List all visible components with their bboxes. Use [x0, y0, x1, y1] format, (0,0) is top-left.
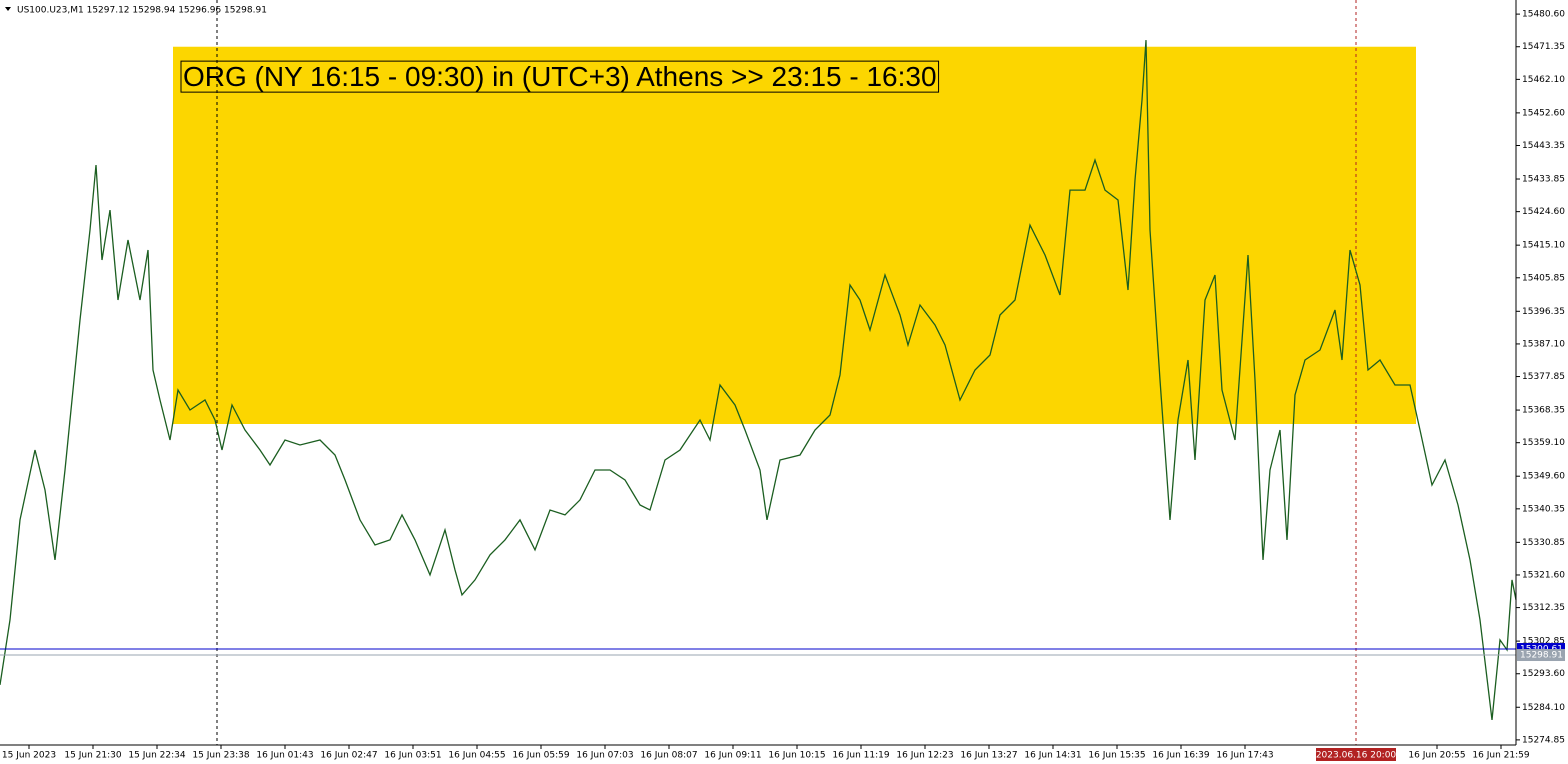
chart-title: US100.U23,M1 15297.12 15298.94 15296.96 … — [17, 6, 267, 16]
x-tick-label: 16 Jun 21:59 — [1472, 751, 1529, 761]
price-label: 15298.91 — [1520, 651, 1563, 661]
x-tick-label: 16 Jun 07:03 — [576, 751, 633, 761]
x-tick-label: 16 Jun 15:35 — [1088, 751, 1145, 761]
y-tick-label: 15302.85 — [1522, 637, 1565, 647]
x-tick-label: 16 Jun 20:55 — [1408, 751, 1465, 761]
zone-label: ORG (NY 16:15 - 09:30) in (UTC+3) Athens… — [183, 61, 937, 92]
zone-label-frame — [180, 60, 940, 93]
x-tick-label: 16 Jun 03:51 — [384, 751, 441, 761]
y-tick-label: 15415.10 — [1522, 241, 1565, 251]
x-tick-label: 15 Jun 22:34 — [128, 751, 185, 761]
x-tick-label: 16 Jun 11:19 — [832, 751, 889, 761]
y-tick-label: 15274.85 — [1522, 735, 1565, 745]
menu-arrow — [5, 7, 11, 11]
y-tick-label: 15359.10 — [1522, 438, 1565, 448]
x-tick-label: 16 Jun 02:47 — [320, 751, 377, 761]
y-tick-label: 15405.85 — [1522, 273, 1565, 283]
y-tick-label: 15368.35 — [1522, 406, 1565, 416]
y-tick-label: 15340.35 — [1522, 504, 1565, 514]
x-tick-label: 16 Jun 05:59 — [512, 751, 569, 761]
x-tick-label: 16 Jun 08:07 — [640, 751, 697, 761]
y-tick-label: 15377.85 — [1522, 372, 1565, 382]
x-tick-label: 16 Jun 14:31 — [1024, 751, 1081, 761]
y-tick-label: 15330.85 — [1522, 538, 1565, 548]
y-tick-label: 15424.60 — [1522, 207, 1565, 217]
x-tick-label: 16 Jun 01:43 — [256, 751, 313, 761]
y-tick-label: 15433.85 — [1522, 175, 1565, 185]
price-label-bg — [1517, 649, 1565, 662]
x-tick-label: 15 Jun 21:30 — [64, 751, 121, 761]
y-tick-label: 15284.10 — [1522, 703, 1565, 713]
y-tick-label: 15293.60 — [1522, 669, 1565, 679]
y-tick-label: 15471.35 — [1522, 42, 1565, 52]
x-tick-label: 15 Jun 2023 — [2, 751, 56, 761]
y-tick-label: 15452.60 — [1522, 108, 1565, 118]
y-tick-label: 15321.60 — [1522, 570, 1565, 580]
y-tick-label: 15480.60 — [1522, 10, 1565, 20]
range-zone — [173, 46, 1416, 425]
x-tick-label: 16 Jun 09:11 — [704, 751, 761, 761]
x-tick-label: 16 Jun 12:23 — [896, 751, 953, 761]
x-tick-label: 16 Jun 17:43 — [1216, 751, 1273, 761]
time-label-bg — [1316, 748, 1396, 761]
x-tick-label: 16 Jun 13:27 — [960, 751, 1017, 761]
x-tick-label: 15 Jun 23:38 — [192, 751, 249, 761]
time-label: 2023.06.16 20:00 — [1316, 751, 1397, 761]
price-line — [0, 40, 1517, 720]
x-tick-label: 16 Jun 16:39 — [1152, 751, 1209, 761]
x-tick-label: 16 Jun 04:55 — [448, 751, 505, 761]
y-tick-label: 15396.35 — [1522, 307, 1565, 317]
y-tick-label: 15387.10 — [1522, 339, 1565, 349]
y-tick-label: 15462.10 — [1522, 75, 1565, 85]
y-tick-label: 15349.60 — [1522, 472, 1565, 482]
y-tick-label: 15312.35 — [1522, 603, 1565, 613]
y-tick-label: 15443.35 — [1522, 141, 1565, 151]
x-tick-label: 16 Jun 10:15 — [768, 751, 825, 761]
